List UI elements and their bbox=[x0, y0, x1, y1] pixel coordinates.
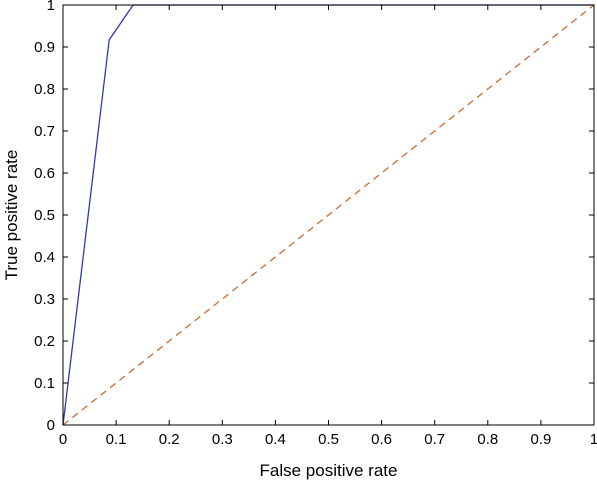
x-tick-label: 0.6 bbox=[371, 431, 392, 448]
y-tick-label: 0.6 bbox=[34, 165, 55, 182]
y-tick-label: 0 bbox=[47, 417, 55, 434]
y-tick-label: 0.5 bbox=[34, 207, 55, 224]
plot-frame bbox=[62, 4, 595, 426]
chance-diagonal-line bbox=[62, 4, 595, 426]
y-tick-label: 0.4 bbox=[34, 249, 55, 266]
y-tick-label: 0.3 bbox=[34, 291, 55, 308]
x-tick-label: 0.1 bbox=[106, 431, 127, 448]
y-tick-label: 0.1 bbox=[34, 375, 55, 392]
y-tick-label: 0.2 bbox=[34, 333, 55, 350]
x-tick-label: 1 bbox=[590, 431, 597, 448]
x-tick-label: 0.7 bbox=[424, 431, 445, 448]
x-tick-label: 0.3 bbox=[212, 431, 233, 448]
x-tick-label: 0.4 bbox=[265, 431, 286, 448]
x-tick-label: 0.5 bbox=[318, 431, 339, 448]
y-axis-label: True positive rate bbox=[2, 150, 21, 281]
x-tick-label: 0 bbox=[59, 431, 67, 448]
y-tick-label: 0.7 bbox=[34, 123, 55, 140]
x-tick-label: 0.9 bbox=[530, 431, 551, 448]
x-tick-label: 0.2 bbox=[159, 431, 180, 448]
y-tick-label: 0.9 bbox=[34, 39, 55, 56]
y-tick-label: 0.8 bbox=[34, 81, 55, 98]
x-axis-label: False positive rate bbox=[260, 461, 398, 480]
x-tick-label: 0.8 bbox=[477, 431, 498, 448]
y-tick-label: 1 bbox=[47, 0, 55, 14]
ticks-layer: 0 0.1 0.2 0.3 0.4 0.5 0.6 0.7 0.8 0.9 1 0 0.1 0.2 0.3 0… bbox=[34, 0, 597, 448]
